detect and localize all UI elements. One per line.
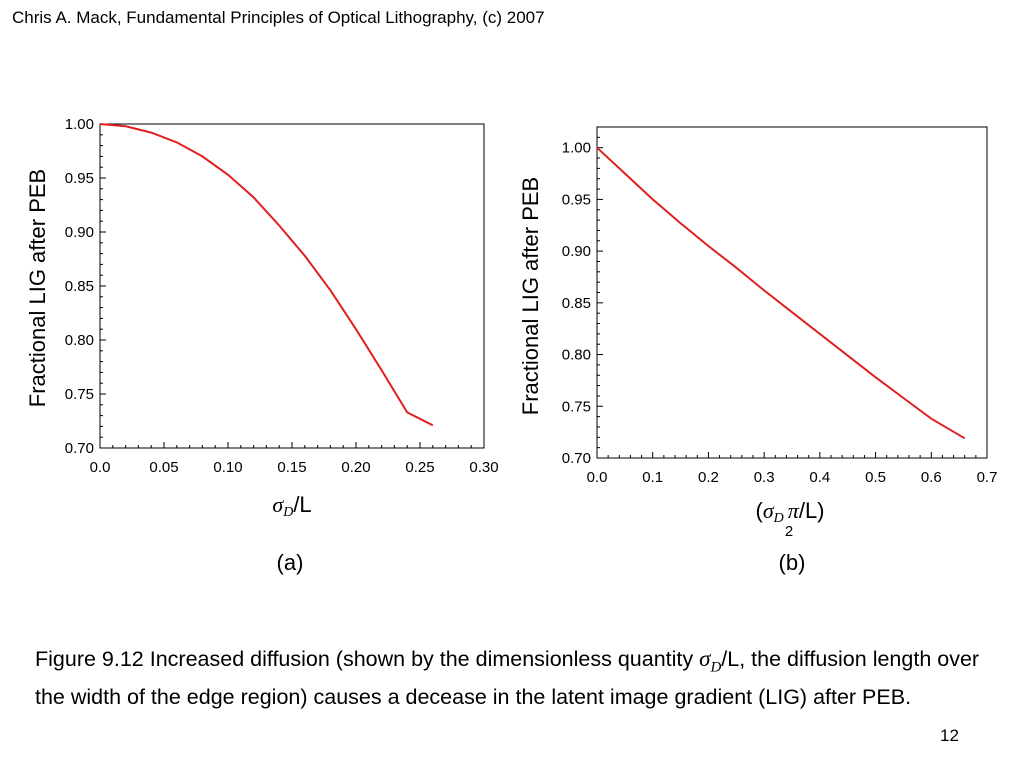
y-tick-label: 0.85 bbox=[65, 278, 94, 295]
y-tick-label: 1.00 bbox=[65, 116, 94, 133]
xlabel-rest: /L) bbox=[799, 498, 825, 523]
y-tick-label: 0.95 bbox=[562, 191, 591, 208]
y-tick-label: 0.95 bbox=[65, 170, 94, 187]
y-tick-label: 0.70 bbox=[562, 450, 591, 467]
citation-header: Chris A. Mack, Fundamental Principles of… bbox=[12, 8, 545, 27]
panel-label-b: (b) bbox=[779, 550, 806, 575]
x-tick-label: 0.6 bbox=[921, 469, 942, 486]
x-tick-label: 0.25 bbox=[405, 459, 434, 476]
x-tick-label: 0.5 bbox=[865, 469, 886, 486]
x-tick-label: 0.3 bbox=[754, 469, 775, 486]
chart-b-ylabel: Fractional LIG after PEB bbox=[518, 177, 543, 415]
x-tick-label: 0.0 bbox=[587, 469, 608, 486]
figure-charts: 0.700.750.800.850.900.951.00 0.0 0.05 0.10… bbox=[25, 116, 998, 575]
xlabel-open-paren: ( bbox=[755, 498, 763, 523]
chart-b: 0.700.750.800.850.900.951.00 0.0 0.1 0.2 0.… bbox=[518, 126, 998, 575]
y-tick-label: 0.80 bbox=[562, 347, 591, 364]
caption-text-after: /L, the diffusion length over the width … bbox=[35, 647, 980, 710]
x-tick-label: 0.20 bbox=[341, 459, 370, 476]
chart-b-xlabel-denominator: 2 bbox=[785, 523, 793, 540]
x-tick-label: 0.1 bbox=[642, 469, 663, 486]
chart-a-frame bbox=[99, 123, 485, 449]
caption-sigma: σ bbox=[699, 646, 711, 671]
chart-b-xlabel: (σD π/L) bbox=[755, 498, 824, 526]
x-tick-label: 0.4 bbox=[809, 469, 830, 486]
caption-sigma-subscript: D bbox=[710, 659, 722, 676]
x-tick-label: 0.05 bbox=[149, 459, 178, 476]
page-number: 12 bbox=[940, 726, 959, 745]
chart-a-series-line bbox=[99, 123, 434, 427]
sigma-subscript: D bbox=[773, 511, 784, 526]
y-tick-label: 0.90 bbox=[562, 243, 591, 260]
chart-b-y-axis: 0.70 0.75 0.80 0.85 0.90 0.95 1.00 bbox=[562, 136, 603, 467]
y-tick-label: 1.00 bbox=[562, 140, 591, 157]
x-tick-label: 0.2 bbox=[698, 469, 719, 486]
chart-a-x-axis: 0.0 0.05 0.10 0.15 0.20 0.25 0.30 bbox=[90, 442, 499, 476]
x-tick-label: 0.0 bbox=[90, 459, 111, 476]
chart-b-x-axis: 0.0 0.1 0.2 0.3 0.4 0.5 0.6 0.7 bbox=[587, 452, 998, 486]
pi-symbol: π bbox=[788, 498, 800, 523]
sigma-symbol: σ bbox=[272, 492, 284, 517]
x-tick-label: 0.7 bbox=[977, 469, 998, 486]
x-tick-label: 0.10 bbox=[213, 459, 242, 476]
y-tick-label: 0.90 bbox=[65, 224, 94, 241]
y-tick-label: 0.75 bbox=[65, 386, 94, 403]
y-tick-label: 0.85 bbox=[562, 295, 591, 312]
panel-label-a: (a) bbox=[277, 550, 304, 575]
chart-b-frame bbox=[596, 126, 988, 459]
x-tick-label: 0.30 bbox=[469, 459, 498, 476]
y-tick-label: 0.75 bbox=[562, 398, 591, 415]
y-tick-label: 0.70 bbox=[65, 440, 94, 457]
caption-text-before: Figure 9.12 Increased diffusion (shown b… bbox=[35, 647, 700, 671]
chart-a-y-axis: 0.70 0.75 0.80 0.85 0.90 0.95 1.00 bbox=[65, 116, 106, 457]
chart-a-xlabel: σD/L bbox=[272, 492, 311, 520]
y-tick-label: 0.80 bbox=[65, 332, 94, 349]
chart-a: 0.70 0.75 0.80 0.85 0.90 0.95 1.00 0.0 0.05 0.10… bbox=[25, 116, 499, 575]
figure-caption: Figure 9.12 Increased diffusion (shown b… bbox=[35, 644, 985, 712]
chart-b-series-line bbox=[596, 146, 966, 440]
x-tick-label: 0.15 bbox=[277, 459, 306, 476]
chart-a-ylabel: Fractional LIG after PEB bbox=[25, 169, 50, 407]
sigma-subscript: D bbox=[282, 505, 293, 520]
xlabel-rest: /L bbox=[293, 492, 311, 517]
sigma-symbol: σ bbox=[763, 498, 775, 523]
